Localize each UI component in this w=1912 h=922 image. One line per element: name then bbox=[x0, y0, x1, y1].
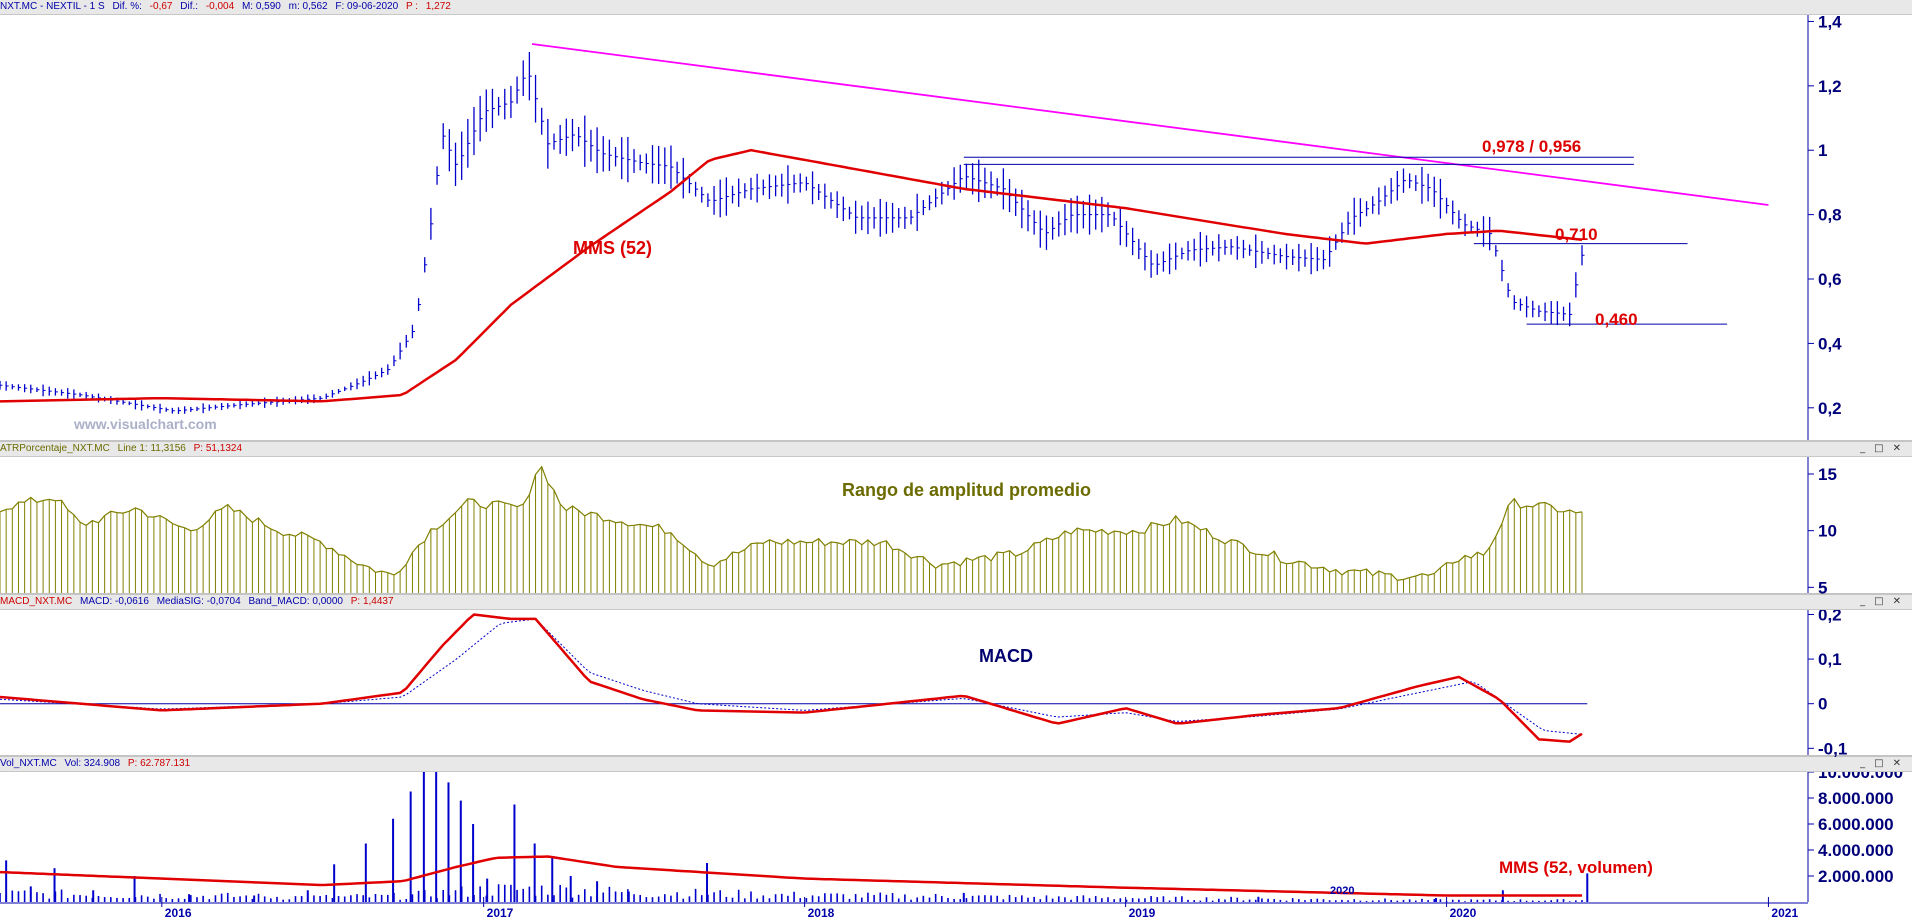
y-tick-label-1-1: 10 bbox=[1818, 522, 1837, 541]
y-tick-label-2-1: 0,1 bbox=[1818, 650, 1842, 669]
y-tick-label-2-0: 0,2 bbox=[1818, 605, 1842, 624]
y-tick-label-3-2: 6.000.000 bbox=[1818, 815, 1894, 834]
y-tick-label-0-0: 1,4 bbox=[1818, 12, 1842, 31]
y-tick-label-0-2: 1 bbox=[1818, 141, 1827, 160]
price-header-symbol: NXT.MC - NEXTIL - 1 S bbox=[0, 1, 105, 12]
volume-header-p: P: 62.787.131 bbox=[127, 758, 191, 769]
annotation-level-710: 0,710 bbox=[1555, 225, 1598, 244]
macd-signal-line bbox=[0, 618, 1583, 735]
x-tick-label-3: 2019 bbox=[1129, 906, 1156, 920]
annotation-level-460: 0,460 bbox=[1595, 310, 1638, 329]
y-tick-label-0-1: 1,2 bbox=[1818, 77, 1842, 96]
macd-header-signal: MediaSIG: -0,0704 bbox=[156, 596, 241, 607]
atr-title: Rango de amplitud promedio bbox=[842, 480, 1092, 500]
y-tick-label-0-6: 0,2 bbox=[1818, 399, 1842, 418]
atr-header-line: Line 1: 11,3156 bbox=[117, 443, 186, 454]
mms52-line bbox=[0, 148, 1583, 403]
macd-header-name: MACD_NXT.MC bbox=[0, 596, 73, 607]
minimize-icon[interactable]: _ bbox=[1860, 596, 1866, 607]
atr-bars bbox=[0, 466, 1583, 593]
macd-title: MACD bbox=[979, 646, 1033, 666]
x-tick-label-5: 2021 bbox=[1771, 906, 1798, 920]
x-tick-label-0: 2016 bbox=[165, 906, 192, 920]
annotation-mms-volume: MMS (52, volumen) bbox=[1499, 858, 1653, 877]
price-header-date: F: 09-06-2020 bbox=[335, 1, 399, 12]
minimize-icon[interactable]: _ bbox=[1860, 758, 1866, 769]
annotation-mms52: MMS (52) bbox=[573, 238, 653, 258]
annotation-level-978: 0,978 / 0,956 bbox=[1482, 137, 1582, 156]
x-tick-label-4: 2020 bbox=[1450, 906, 1477, 920]
y-tick-label-0-5: 0,4 bbox=[1818, 334, 1842, 353]
price-bars bbox=[0, 52, 1585, 414]
volume-window-controls: _ □ ✕ bbox=[1856, 757, 1906, 771]
price-header-dif-label: Dif.: bbox=[180, 1, 199, 12]
y-tick-label-1-0: 15 bbox=[1818, 465, 1837, 484]
price-header-dif-pct-label: Dif. %: bbox=[112, 1, 142, 12]
macd-header-macd: MACD: -0,0616 bbox=[80, 596, 149, 607]
price-header-p-label: P : bbox=[405, 1, 419, 12]
x-tick-label-1: 2017 bbox=[487, 906, 514, 920]
x-tick-label-2: 2018 bbox=[808, 906, 835, 920]
y-tick-label-3-1: 8.000.000 bbox=[1818, 789, 1894, 808]
watermark: www.visualchart.com bbox=[74, 416, 217, 432]
macd-header-p: P: 1,4437 bbox=[350, 596, 394, 607]
trendline bbox=[531, 43, 1769, 206]
maximize-icon[interactable]: □ bbox=[1874, 443, 1884, 454]
volume-header-name: Vol_NXT.MC bbox=[0, 758, 57, 769]
y-tick-label-3-3: 4.000.000 bbox=[1818, 841, 1894, 860]
maximize-icon[interactable]: □ bbox=[1874, 596, 1884, 607]
y-tick-label-0-4: 0,6 bbox=[1818, 270, 1842, 289]
price-header-dif-pct-value: -0,67 bbox=[149, 1, 173, 12]
macd-panel-header: MACD_NXT.MC MACD: -0,0616 MediaSIG: -0,0… bbox=[0, 595, 1912, 610]
macd-header-band: Band_MACD: 0,0000 bbox=[248, 596, 343, 607]
y-tick-label-2-2: 0 bbox=[1818, 695, 1827, 714]
price-panel-header: NXT.MC - NEXTIL - 1 S Dif. %: -0,67 Dif.… bbox=[0, 0, 1912, 15]
volume-mms-line bbox=[0, 855, 1582, 897]
close-icon[interactable]: ✕ bbox=[1892, 596, 1901, 607]
price-header-p-value: 1,272 bbox=[425, 1, 451, 12]
y-tick-label-1-2: 5 bbox=[1818, 578, 1827, 597]
y-tick-label-2-3: -0,1 bbox=[1818, 739, 1847, 758]
volume-header-vol: Vol: 324.908 bbox=[64, 758, 121, 769]
price-header-min: m: 0,562 bbox=[288, 1, 328, 12]
price-header-dif-value: -0,004 bbox=[205, 1, 235, 12]
atr-header-name: ATRPorcentaje_NXT.MC bbox=[0, 443, 110, 454]
close-icon[interactable]: ✕ bbox=[1892, 758, 1901, 769]
macd-window-controls: _ □ ✕ bbox=[1856, 595, 1906, 609]
atr-header-p: P: 51,1324 bbox=[193, 443, 243, 454]
maximize-icon[interactable]: □ bbox=[1874, 758, 1884, 769]
atr-window-controls: _ □ ✕ bbox=[1856, 442, 1906, 456]
close-icon[interactable]: ✕ bbox=[1892, 443, 1901, 454]
volume-2020-marker: 2020 bbox=[1330, 885, 1355, 897]
y-tick-label-0-3: 0,8 bbox=[1818, 206, 1842, 225]
atr-panel-header: ATRPorcentaje_NXT.MC Line 1: 11,3156 P: … bbox=[0, 442, 1912, 457]
minimize-icon[interactable]: _ bbox=[1860, 443, 1866, 454]
macd-line bbox=[0, 613, 1583, 743]
price-header-max: M: 0,590 bbox=[241, 1, 281, 12]
y-tick-label-3-4: 2.000.000 bbox=[1818, 867, 1894, 886]
atr-line bbox=[0, 465, 1583, 582]
volume-panel-header: Vol_NXT.MC Vol: 324.908 P: 62.787.131 _ □… bbox=[0, 757, 1912, 772]
